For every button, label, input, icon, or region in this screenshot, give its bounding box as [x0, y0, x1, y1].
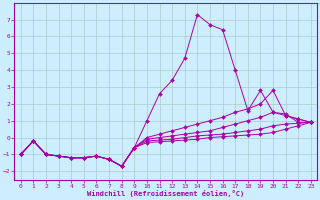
X-axis label: Windchill (Refroidissement éolien,°C): Windchill (Refroidissement éolien,°C) — [87, 190, 244, 197]
